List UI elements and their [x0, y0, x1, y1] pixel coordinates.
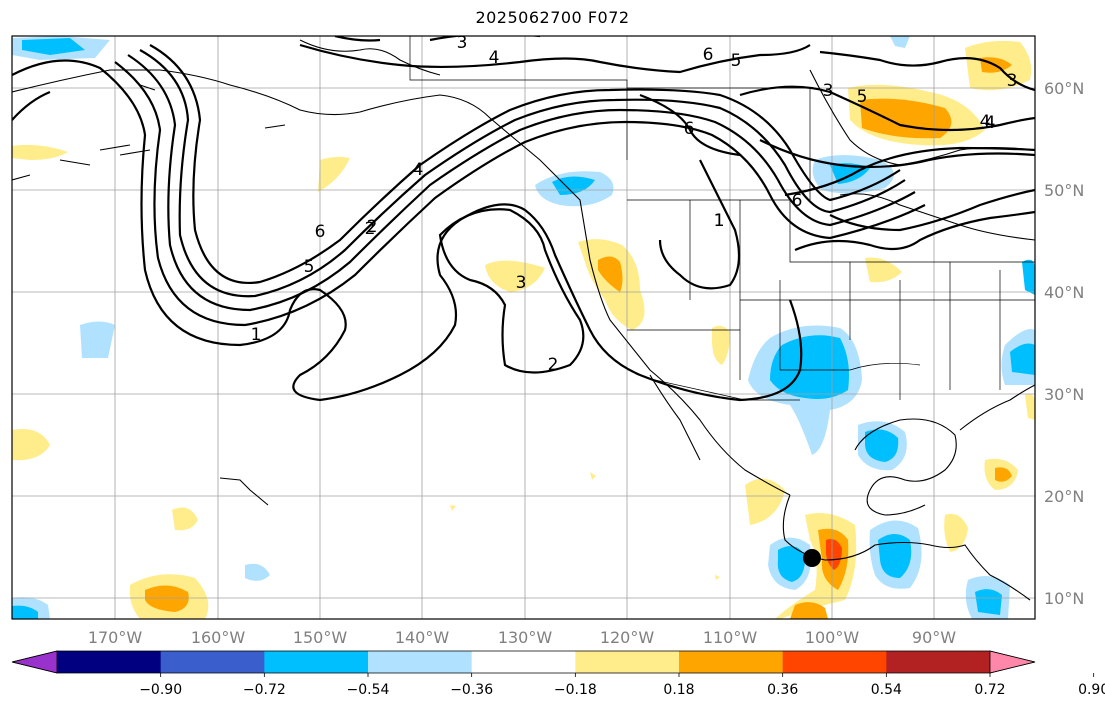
lat-tick-label: 10°N [1044, 589, 1084, 608]
lon-tick-label: 130°W [498, 628, 553, 647]
longitude-tick-labels: 170°W 160°W 150°W 140°W 130°W 120°W 110°W 100°W… [88, 628, 956, 647]
colorbar [11, 650, 1036, 674]
contour-label: 6 [684, 119, 695, 139]
colorbar-tick-label: 0.54 [871, 682, 902, 698]
colorbar-extend-max [989, 650, 1036, 674]
colorbar-tick-label: 0.36 [767, 682, 798, 698]
colorbar-tick-label: −0.72 [243, 682, 286, 698]
lon-tick-label: 160°W [191, 628, 246, 647]
lat-tick-label: 30°N [1044, 385, 1084, 404]
colorbar-tick-label: 0.18 [663, 682, 694, 698]
contour-label: 2 [365, 219, 376, 239]
contour-label: 4 [980, 112, 991, 132]
colorbar-tick-label: −0.54 [347, 682, 390, 698]
colorbar-tick-label: 0.90 [1078, 682, 1105, 698]
colorbar-extend-min [11, 650, 58, 674]
contour-label: 6 [703, 45, 714, 65]
contour-label: 6 [792, 191, 803, 211]
contour-label: 1 [714, 211, 725, 231]
lon-tick-label: 150°W [293, 628, 348, 647]
contour-label: 1 [251, 325, 262, 345]
colorbar-outline [11, 650, 1036, 674]
lat-tick-label: 50°N [1044, 181, 1084, 200]
contour-label: 3 [457, 33, 468, 53]
colorbar-tick-label: 0.72 [974, 682, 1005, 698]
political-borders [409, 36, 1035, 401]
colorbar-segment [575, 651, 680, 673]
colorbar-segment [160, 651, 265, 673]
colorbar-segment [471, 651, 576, 673]
colorbar-segment [679, 651, 784, 673]
contour-label: 2 [548, 355, 559, 375]
colorbar-segment [57, 651, 162, 673]
contour-label: 1 [714, 211, 725, 231]
height-contours [12, 36, 1035, 402]
colorbar-segment [264, 651, 369, 673]
map-frame [11, 35, 1036, 620]
colorbar-tick-label: −0.18 [554, 682, 597, 698]
lon-tick-label: 90°W [912, 628, 956, 647]
lon-tick-label: 170°W [88, 628, 143, 647]
lon-tick-label: 100°W [805, 628, 860, 647]
contour-label: 3 [823, 81, 834, 101]
graticule [12, 36, 1035, 619]
colorbar-tick-label: −0.90 [139, 682, 182, 698]
colorbar-tick-labels: −0.90 −0.72 −0.54 −0.36 −0.18 0.18 0.36 0.54 0.7… [139, 673, 1105, 698]
colorbar-segment [886, 651, 991, 673]
latitude-tick-labels: 60°N 50°N 40°N 30°N 20°N 10°N [1044, 79, 1084, 608]
contour-label: 5 [731, 51, 742, 71]
lon-tick-label: 110°W [703, 628, 758, 647]
lon-tick-label: 120°W [600, 628, 655, 647]
storm-center-marker [803, 549, 821, 567]
lat-tick-label: 60°N [1044, 79, 1084, 98]
contour-label: 2 [367, 217, 378, 237]
contour-label: 3 [1007, 71, 1018, 91]
lon-tick-label: 140°W [395, 628, 450, 647]
colorbar-segment [368, 651, 473, 673]
contour-label: 5 [857, 87, 868, 107]
contour-label: 4 [413, 160, 424, 180]
contour-label: 6 [315, 222, 326, 242]
colorbar-segment [782, 651, 887, 673]
lat-tick-label: 20°N [1044, 487, 1084, 506]
map-title: 2025062700 F072 [475, 8, 630, 27]
colorbar-tick-label: −0.36 [450, 682, 493, 698]
contour-label: 4 [489, 48, 500, 68]
contour-label: 4 [985, 113, 996, 133]
contour-label: 5 [304, 257, 315, 277]
lat-tick-label: 40°N [1044, 283, 1084, 302]
contour-label: 3 [516, 273, 527, 293]
